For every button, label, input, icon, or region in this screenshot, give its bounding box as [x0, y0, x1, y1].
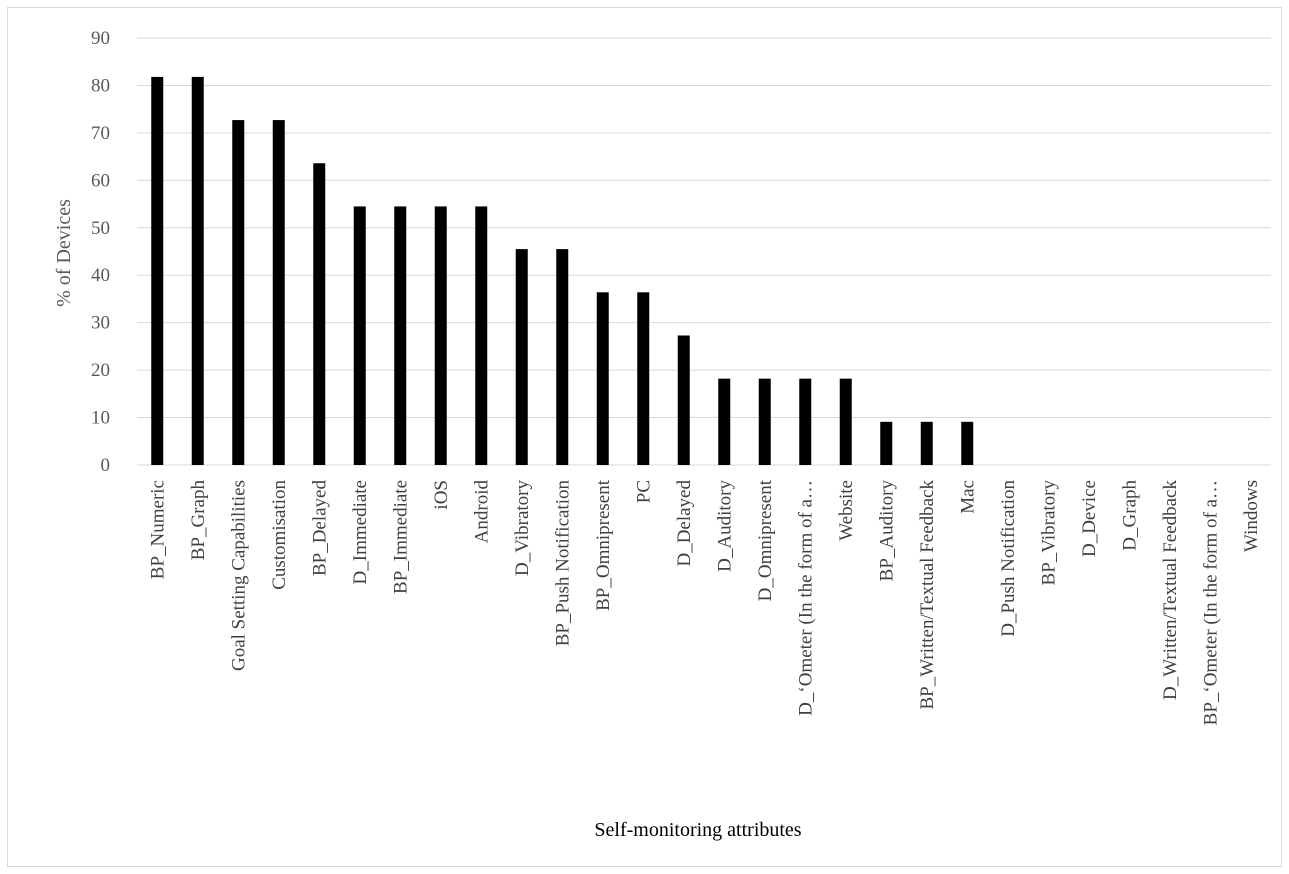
bar — [272, 120, 285, 465]
x-axis-title: Self-monitoring attributes — [594, 819, 801, 841]
bar-chart: 0 10 20 30 40 50 60 70 80 90 BP_Numeric BP_Graph Go… — [53, 28, 1271, 841]
x-tick-label: D_Omnipresent — [755, 479, 776, 601]
x-tick-label: D_Delayed — [674, 480, 695, 567]
x-tick-label: BP_Graph — [188, 480, 209, 561]
bar — [556, 249, 569, 465]
bar — [596, 292, 609, 465]
x-tick-label: D_Auditory — [714, 480, 735, 572]
x-tick-label: Customisation — [269, 480, 290, 590]
x-tick-label: D_Immediate — [350, 480, 371, 584]
bar — [637, 292, 650, 465]
x-tick-label: BP_Numeric — [147, 480, 168, 579]
x-tick-label: iOS — [431, 480, 452, 510]
bar — [839, 378, 852, 465]
x-tick-label: Windows — [1241, 480, 1262, 552]
bar — [961, 421, 974, 465]
x-tick-label: Mac — [957, 480, 978, 514]
x-tick-label: Website — [836, 480, 857, 541]
bar — [758, 378, 771, 465]
y-tick-label: 0 — [101, 455, 111, 476]
x-tick-label: D_‘Ometer (In the form of a… — [795, 480, 816, 716]
bars — [151, 76, 974, 465]
bar — [677, 335, 690, 465]
gridlines — [137, 37, 1271, 466]
bar — [191, 76, 204, 465]
chart-frame: 0 10 20 30 40 50 60 70 80 90 BP_Numeric BP_Graph Go… — [7, 7, 1282, 867]
x-tick-label: PC — [633, 480, 654, 503]
x-tick-label: BP_Omnipresent — [593, 479, 614, 611]
bar — [434, 206, 447, 465]
bar — [313, 163, 326, 465]
y-tick-label: 40 — [91, 265, 110, 286]
x-tick-label: BP_‘Ometer (In the form of a… — [1200, 480, 1221, 725]
x-tick-label: BP_Delayed — [309, 480, 330, 577]
x-tick-label: D_Push Notification — [998, 480, 1019, 637]
bar — [920, 421, 933, 465]
x-tick-label: BP_Vibratory — [1038, 480, 1059, 586]
y-axis-title: % of Devices — [53, 199, 75, 307]
bar — [515, 249, 528, 465]
x-tick-label: D_Device — [1079, 480, 1100, 557]
x-tick-label: BP_Written/Textual Feedback — [917, 480, 938, 710]
y-tick-label: 50 — [91, 218, 110, 239]
y-tick-label: 70 — [91, 123, 110, 144]
y-tick-label: 10 — [91, 408, 110, 429]
x-axis-ticks: BP_Numeric BP_Graph Goal Setting Capabilit… — [147, 479, 1262, 725]
x-tick-label: D_Written/Textual Feedback — [1160, 480, 1181, 701]
y-axis-ticks: 0 10 20 30 40 50 60 70 80 90 — [91, 28, 110, 476]
x-tick-label: BP_Push Notification — [552, 480, 573, 647]
y-tick-label: 20 — [91, 360, 110, 381]
y-tick-label: 90 — [91, 28, 110, 49]
bar — [353, 206, 366, 465]
y-tick-label: 60 — [91, 170, 110, 191]
bar — [799, 378, 812, 465]
bar — [880, 421, 893, 465]
y-tick-label: 30 — [91, 313, 110, 334]
bar — [394, 206, 407, 465]
bar — [718, 378, 731, 465]
x-tick-label: D_Vibratory — [512, 480, 533, 576]
bar — [151, 76, 164, 465]
x-tick-label: Goal Setting Capabilities — [228, 480, 249, 671]
x-tick-label: D_Graph — [1119, 480, 1140, 551]
x-tick-label: BP_Immediate — [390, 480, 411, 594]
bar — [475, 206, 488, 465]
x-tick-label: BP_Auditory — [876, 480, 897, 582]
bar — [232, 120, 245, 465]
x-tick-label: Android — [471, 480, 492, 544]
y-tick-label: 80 — [91, 75, 110, 96]
